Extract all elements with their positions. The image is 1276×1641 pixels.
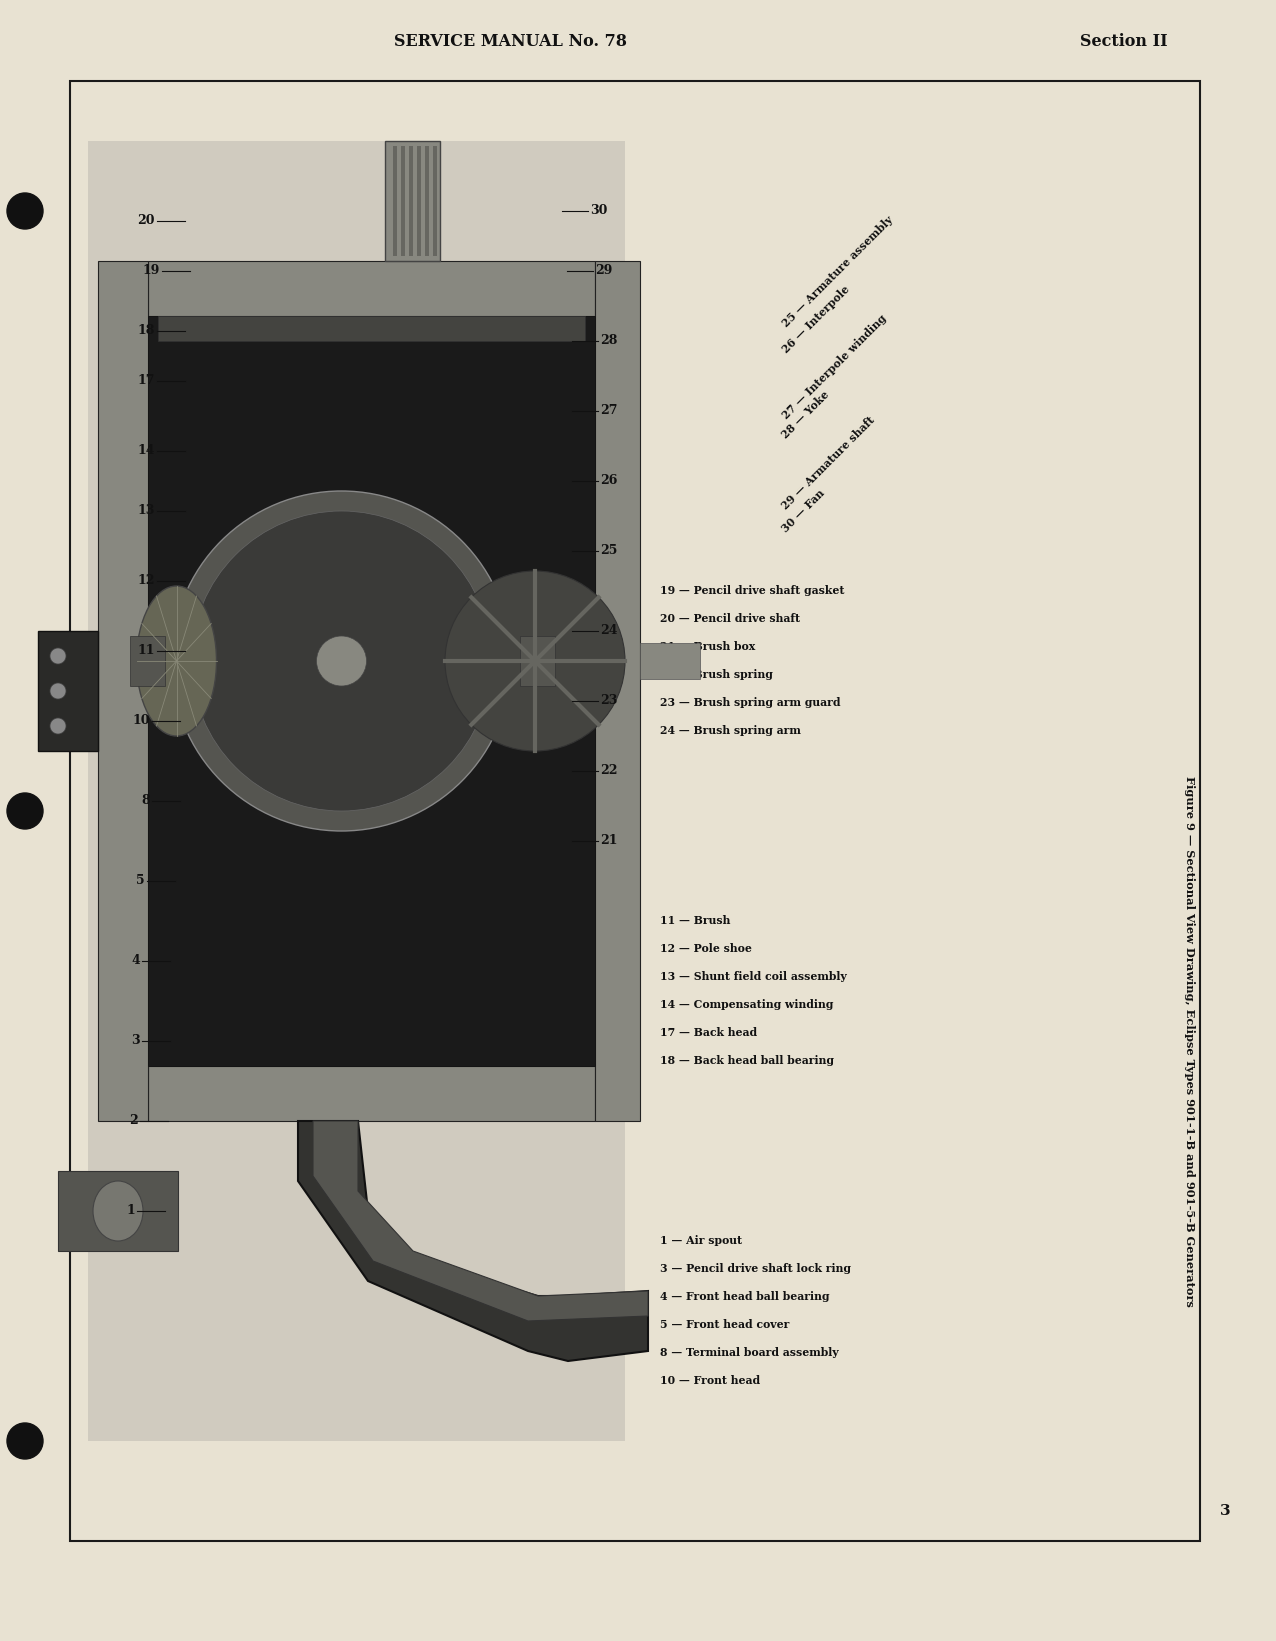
Text: 1 — Air spout: 1 — Air spout [660, 1236, 743, 1247]
Circle shape [50, 648, 66, 665]
Text: 22: 22 [600, 765, 618, 778]
Text: 13 — Shunt field coil assembly: 13 — Shunt field coil assembly [660, 971, 847, 983]
Text: 3 — Pencil drive shaft lock ring: 3 — Pencil drive shaft lock ring [660, 1264, 851, 1275]
Bar [425, 146, 429, 256]
Bar [408, 146, 412, 256]
Circle shape [6, 1423, 43, 1459]
Bar [148, 261, 595, 317]
Text: 1: 1 [126, 1204, 135, 1218]
Circle shape [171, 491, 512, 830]
Text: 12: 12 [138, 574, 154, 587]
Polygon shape [299, 1121, 648, 1360]
Text: 24: 24 [600, 625, 618, 637]
Text: 11 — Brush: 11 — Brush [660, 916, 730, 927]
Bar [158, 317, 584, 341]
Text: 29 — Armature shaft: 29 — Armature shaft [780, 415, 877, 512]
Text: 27: 27 [600, 404, 618, 417]
Bar [401, 146, 404, 256]
Ellipse shape [137, 586, 217, 737]
Bar [393, 146, 397, 256]
Text: 29: 29 [595, 264, 612, 277]
Text: 2: 2 [129, 1114, 138, 1127]
Bar [433, 146, 436, 256]
Text: 17: 17 [138, 374, 154, 387]
Text: 14 — Compensating winding: 14 — Compensating winding [660, 999, 833, 1011]
Bar [384, 141, 439, 261]
Text: 5 — Front head cover: 5 — Front head cover [660, 1319, 790, 1331]
Circle shape [6, 194, 43, 230]
Text: 8: 8 [142, 794, 151, 807]
Text: 13: 13 [138, 504, 154, 517]
Text: 21: 21 [600, 835, 618, 847]
Text: 20: 20 [138, 215, 154, 228]
Text: 26 — Interpole: 26 — Interpole [780, 284, 851, 354]
Text: SERVICE MANUAL No. 78: SERVICE MANUAL No. 78 [393, 33, 627, 49]
Bar [88, 141, 625, 1441]
Text: 23 — Brush spring arm guard: 23 — Brush spring arm guard [660, 697, 841, 709]
Bar [129, 637, 165, 686]
Circle shape [50, 719, 66, 734]
Text: 21 — Brush box: 21 — Brush box [660, 642, 755, 653]
Text: 25 — Armature assembly: 25 — Armature assembly [780, 213, 894, 328]
Text: 28: 28 [600, 335, 618, 348]
Text: 27 — Interpole winding: 27 — Interpole winding [780, 313, 888, 422]
Bar [595, 261, 641, 1121]
Text: 3: 3 [131, 1034, 140, 1047]
Text: 23: 23 [600, 694, 618, 707]
Text: 19 — Pencil drive shaft gasket: 19 — Pencil drive shaft gasket [660, 586, 845, 596]
Text: 4: 4 [131, 955, 140, 968]
Text: 22 — Brush spring: 22 — Brush spring [660, 670, 773, 681]
Text: 5: 5 [137, 875, 145, 888]
Bar [148, 317, 595, 1067]
Bar [70, 80, 1199, 1541]
Text: 20 — Pencil drive shaft: 20 — Pencil drive shaft [660, 614, 800, 625]
Circle shape [50, 683, 66, 699]
Bar [148, 643, 595, 679]
Circle shape [191, 510, 491, 811]
Text: 17 — Back head: 17 — Back head [660, 1027, 757, 1039]
Text: 3: 3 [1220, 1505, 1230, 1518]
Bar [416, 146, 421, 256]
Text: 24 — Brush spring arm: 24 — Brush spring arm [660, 725, 801, 737]
Bar [148, 1067, 595, 1121]
Text: 30: 30 [590, 205, 607, 218]
Bar [57, 643, 98, 679]
Text: 14: 14 [138, 445, 154, 458]
Circle shape [445, 571, 625, 752]
Ellipse shape [93, 1182, 143, 1241]
Text: 4 — Front head ball bearing: 4 — Front head ball bearing [660, 1291, 829, 1303]
Bar [57, 1172, 177, 1250]
Text: 18 — Back head ball bearing: 18 — Back head ball bearing [660, 1055, 835, 1067]
Text: Figure 9 — Sectional View Drawing, Eclipse Types 901-1-B and 901-5-B Generators: Figure 9 — Sectional View Drawing, Eclip… [1184, 776, 1196, 1306]
Polygon shape [313, 1121, 648, 1321]
Bar [641, 643, 701, 679]
Text: 30 — Fan: 30 — Fan [780, 487, 827, 535]
Text: 12 — Pole shoe: 12 — Pole shoe [660, 944, 752, 955]
Text: 19: 19 [143, 264, 160, 277]
Text: 28 — Yoke: 28 — Yoke [780, 389, 832, 441]
Text: 26: 26 [600, 474, 618, 487]
Text: 10: 10 [133, 714, 151, 727]
Circle shape [6, 793, 43, 829]
Text: 8 — Terminal board assembly: 8 — Terminal board assembly [660, 1347, 838, 1359]
Bar [519, 637, 555, 686]
Text: 25: 25 [600, 545, 618, 558]
Bar [38, 632, 98, 752]
Text: 10 — Front head: 10 — Front head [660, 1375, 760, 1387]
Text: 11: 11 [138, 645, 154, 658]
Bar [98, 261, 148, 1121]
Circle shape [316, 637, 366, 686]
Text: 18: 18 [138, 325, 154, 338]
Text: Section II: Section II [1079, 33, 1168, 49]
